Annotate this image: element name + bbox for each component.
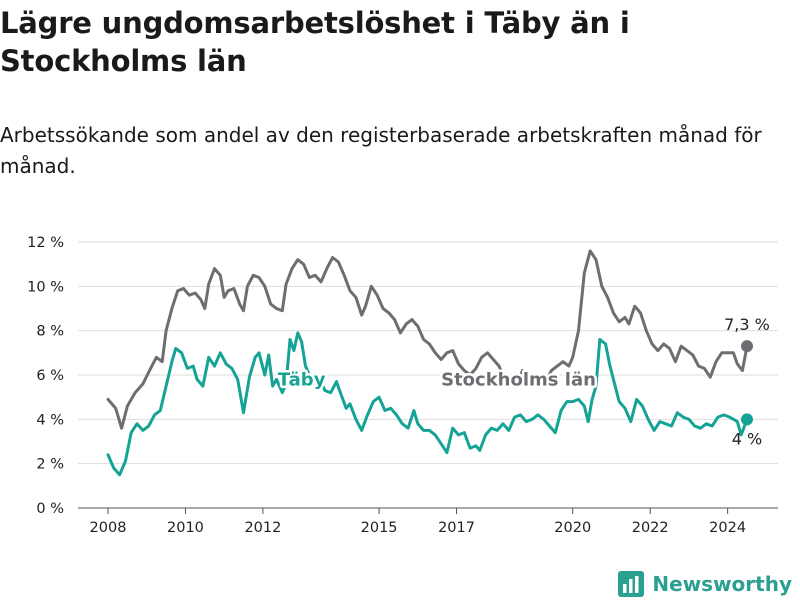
newsworthy-brand[interactable]: Newsworthy bbox=[618, 568, 792, 600]
series-line-t-by bbox=[106, 331, 749, 477]
series-end-point bbox=[741, 340, 753, 353]
x-tick-label: 2017 bbox=[438, 520, 475, 536]
x-tick-label: 2008 bbox=[90, 520, 127, 536]
series-line-stockholms-l-n bbox=[106, 249, 749, 430]
x-tick-label: 2020 bbox=[554, 520, 591, 536]
page-title: Lägre ungdomsarbetslöshet i Täby än i St… bbox=[0, 6, 630, 78]
brand-name: Newsworthy bbox=[652, 572, 792, 596]
end-value-label: 4 % bbox=[732, 429, 762, 448]
y-tick-label: 6 % bbox=[36, 368, 64, 384]
y-tick-label: 10 % bbox=[27, 279, 64, 295]
x-tick-label: 2015 bbox=[361, 520, 398, 536]
series-lines bbox=[106, 249, 753, 477]
y-tick-label: 4 % bbox=[36, 412, 64, 428]
x-tick-label: 2024 bbox=[709, 520, 746, 536]
y-tick-label: 8 % bbox=[36, 324, 64, 340]
gridlines bbox=[78, 241, 778, 465]
y-tick-label: 0 % bbox=[36, 501, 64, 517]
page-subtitle: Arbetssökande som andel av den registerb… bbox=[0, 123, 762, 178]
series-name-label: Stockholms län bbox=[441, 369, 596, 390]
y-tick-label: 2 % bbox=[36, 457, 64, 473]
end-value-label: 7,3 % bbox=[724, 315, 770, 334]
series-name-label: Täby bbox=[278, 369, 326, 390]
x-tick-label: 2022 bbox=[632, 520, 669, 536]
labels: 7,3 % 4 % Täby Stockholms län bbox=[275, 315, 770, 448]
axes: 0 % 2 % 4 % 6 % 8 % 10 % 12 % 2008 2010 2012 2015 2… bbox=[27, 235, 778, 536]
x-tick-label: 2010 bbox=[167, 520, 204, 536]
y-tick-label: 12 % bbox=[27, 235, 64, 251]
series-end-point bbox=[741, 413, 753, 426]
x-tick-label: 2012 bbox=[244, 520, 281, 536]
bar-chart-logo-icon bbox=[618, 571, 645, 597]
